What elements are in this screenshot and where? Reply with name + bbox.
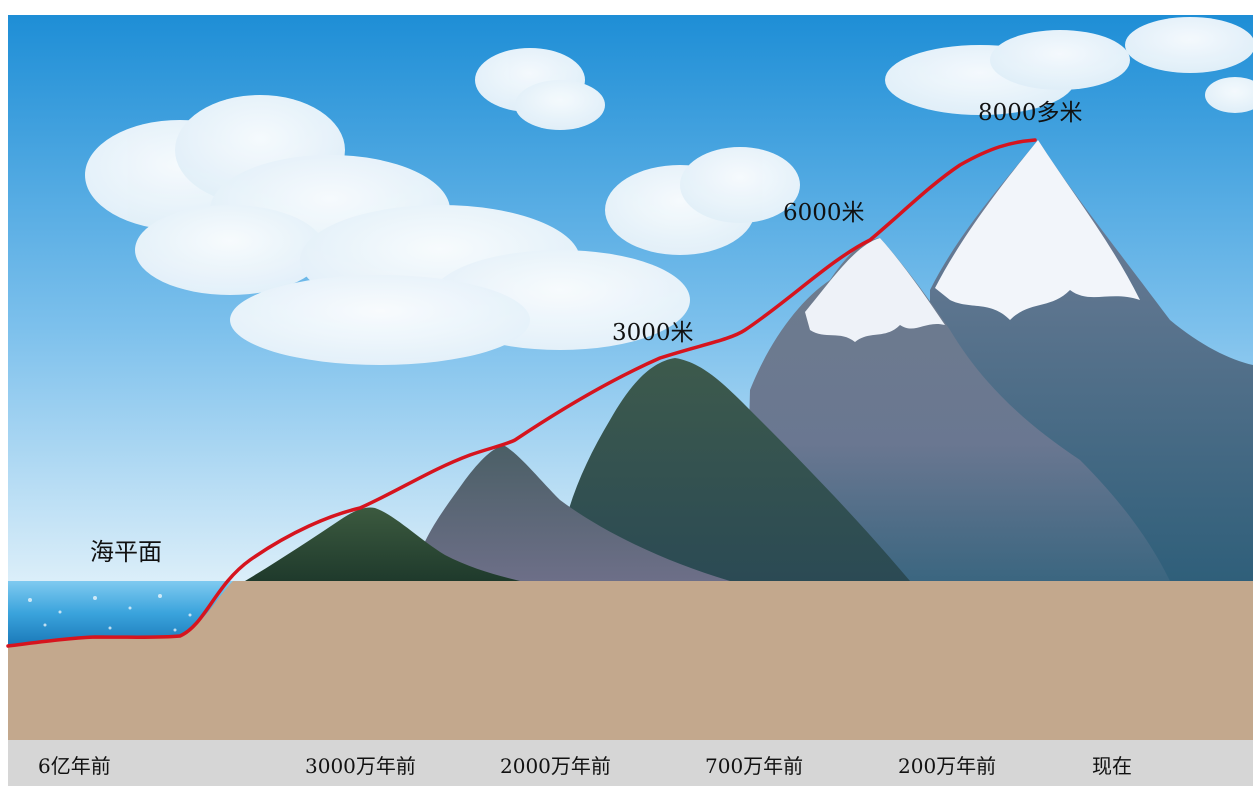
time-label-30my: 3000万年前 [305,754,416,778]
ground [8,581,1253,740]
snowcap-5 [935,140,1140,320]
time-label-600my: 6亿年前 [38,754,111,778]
snowcap-4 [805,238,945,342]
time-label-2my: 200万年前 [898,754,997,778]
elevation-label-8000: 8000多米 [978,100,1083,126]
time-label-7my: 700万年前 [705,754,804,778]
clouds [85,17,1253,365]
uplift-curve [6,138,1037,648]
timeline-bar [8,740,1253,786]
sea-sparkles [28,594,192,632]
elevation-label-6000: 6000米 [783,200,865,226]
time-label-now: 现在 [1092,754,1132,778]
time-label-20my: 2000万年前 [500,754,611,778]
sea-level-label: 海平面 [90,538,162,566]
mountain-1 [245,507,520,581]
mountain-3 [555,358,910,581]
elevation-label-3000: 3000米 [612,320,694,346]
mountain-2 [412,445,730,581]
